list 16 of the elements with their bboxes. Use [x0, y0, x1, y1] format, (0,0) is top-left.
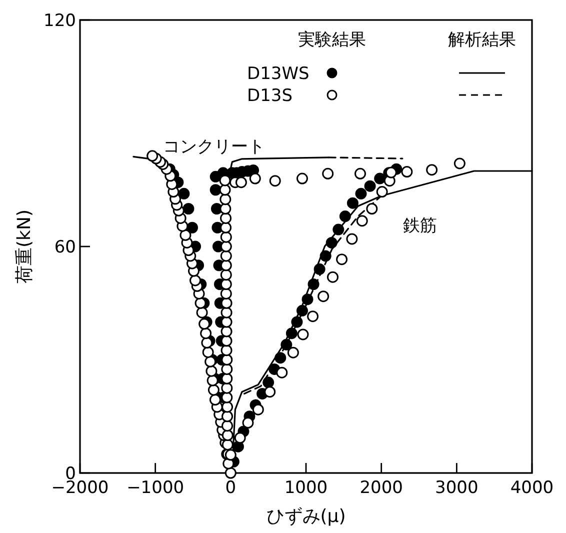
- x-tick-label: 3000: [435, 478, 478, 498]
- annotation: 実験結果: [298, 30, 366, 50]
- x-tick-label: 2000: [360, 478, 403, 498]
- y-tick-label: 60: [54, 238, 76, 258]
- y-axis-title: 荷重(kN): [14, 210, 35, 284]
- x-tick-label: 0: [225, 478, 236, 498]
- annotation: 鉄筋: [403, 216, 437, 236]
- annotation: 解析結果: [448, 30, 516, 50]
- x-tick-label: 1000: [284, 478, 328, 498]
- legend-label: D13WS: [247, 64, 310, 84]
- x-axis-title: ひずみ(μ): [266, 506, 346, 527]
- x-tick-label: −1000: [126, 478, 184, 498]
- y-tick-label: 120: [44, 11, 76, 31]
- x-tick-label: 4000: [510, 478, 554, 498]
- legend-label: D13S: [247, 86, 293, 106]
- annotation: コンクリート: [163, 137, 265, 157]
